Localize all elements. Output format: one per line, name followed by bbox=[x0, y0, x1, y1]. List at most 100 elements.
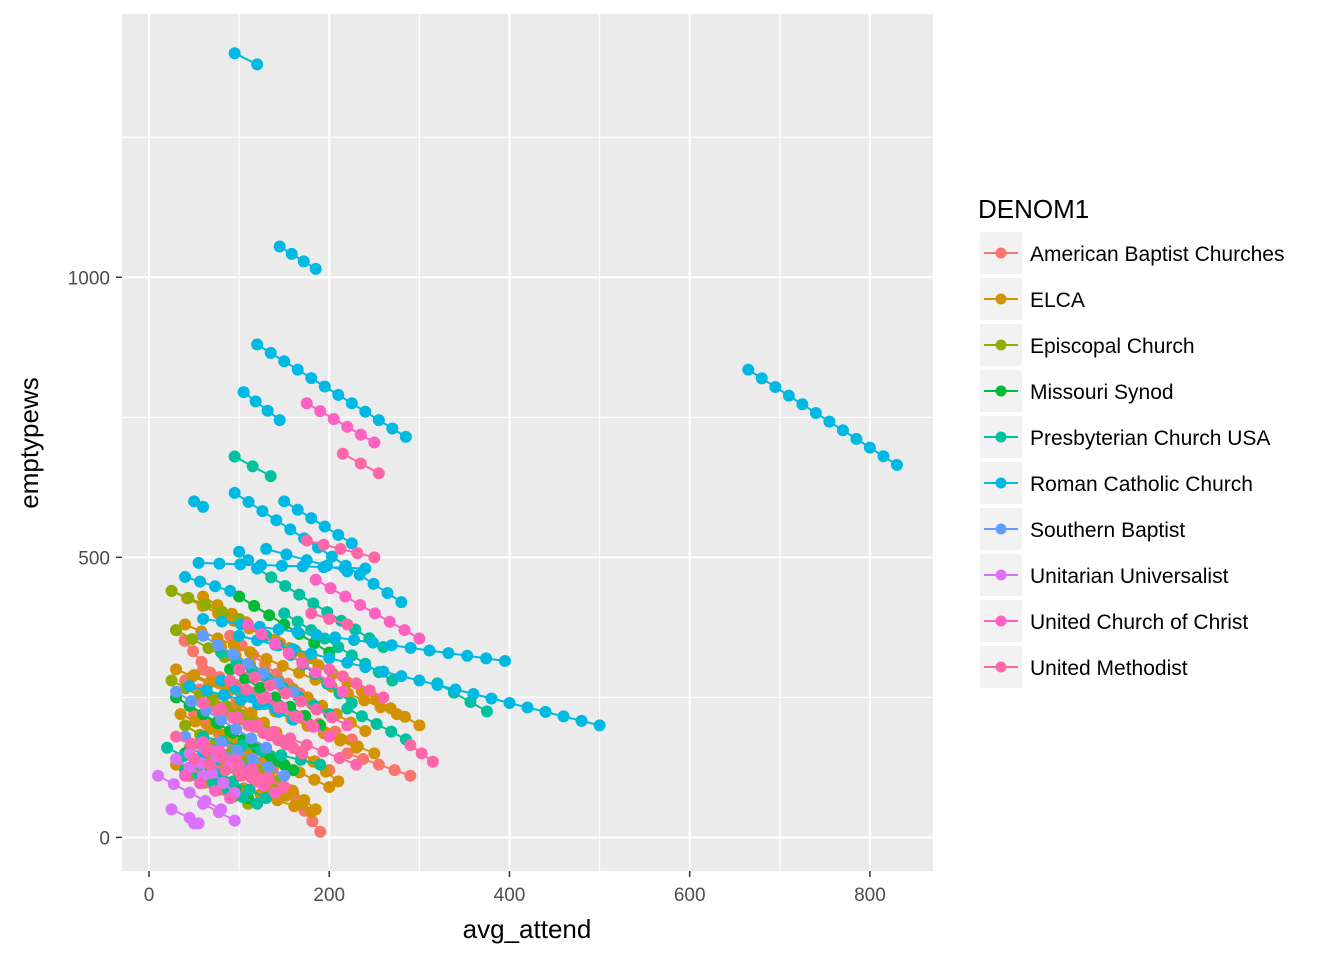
data-point bbox=[332, 775, 345, 788]
data-point bbox=[388, 764, 401, 777]
data-point bbox=[291, 615, 304, 628]
data-point bbox=[260, 741, 273, 754]
data-point bbox=[260, 792, 273, 805]
data-point bbox=[233, 663, 246, 676]
data-point bbox=[368, 436, 381, 449]
data-point bbox=[309, 666, 322, 679]
data-point bbox=[325, 550, 338, 563]
legend-item: Episcopal Church bbox=[980, 324, 1195, 366]
data-point bbox=[269, 786, 282, 799]
data-point bbox=[332, 640, 345, 653]
data-point bbox=[209, 784, 222, 797]
legend-key-point bbox=[995, 431, 1007, 443]
data-point bbox=[323, 676, 336, 689]
data-point bbox=[742, 363, 755, 376]
data-point bbox=[213, 557, 226, 570]
data-point bbox=[278, 355, 291, 368]
data-point bbox=[305, 647, 318, 660]
data-point bbox=[341, 719, 354, 732]
data-point bbox=[245, 732, 258, 745]
data-point bbox=[877, 450, 890, 463]
data-point bbox=[179, 618, 192, 631]
data-point bbox=[240, 683, 253, 696]
data-point bbox=[294, 695, 307, 708]
major-gridlines bbox=[122, 14, 933, 871]
data-point bbox=[325, 711, 338, 724]
data-point bbox=[449, 683, 462, 696]
data-point bbox=[336, 685, 349, 698]
legend-key-point bbox=[995, 615, 1007, 627]
legend-item: Missouri Synod bbox=[980, 370, 1174, 412]
data-point bbox=[390, 708, 403, 721]
data-point bbox=[188, 668, 201, 681]
data-point bbox=[285, 247, 298, 260]
data-point bbox=[242, 657, 255, 670]
data-point bbox=[431, 679, 444, 692]
data-point bbox=[305, 372, 318, 385]
data-point bbox=[593, 719, 606, 732]
data-point bbox=[372, 467, 385, 480]
data-point bbox=[224, 663, 237, 676]
data-point bbox=[278, 769, 291, 782]
data-point bbox=[228, 814, 241, 827]
data-point bbox=[314, 825, 327, 838]
data-point bbox=[233, 590, 246, 603]
series-line bbox=[184, 575, 231, 592]
data-point bbox=[288, 800, 301, 813]
data-point bbox=[377, 665, 390, 678]
data-point bbox=[263, 729, 276, 742]
data-point bbox=[188, 495, 201, 508]
data-point bbox=[272, 701, 285, 714]
y-tick-label: 500 bbox=[78, 548, 110, 569]
data-point bbox=[217, 689, 230, 702]
legend-key-point bbox=[995, 385, 1007, 397]
data-point bbox=[264, 470, 277, 483]
data-point bbox=[280, 548, 293, 561]
data-point bbox=[255, 628, 268, 641]
x-tick-label: 200 bbox=[313, 885, 345, 906]
data-point bbox=[227, 639, 240, 652]
data-point bbox=[345, 696, 358, 709]
data-point bbox=[539, 705, 552, 718]
data-point bbox=[254, 682, 267, 695]
data-point bbox=[249, 395, 262, 408]
data-point bbox=[359, 661, 372, 674]
data-point bbox=[278, 607, 291, 620]
data-point bbox=[272, 623, 285, 636]
data-point bbox=[216, 752, 229, 765]
data-point bbox=[782, 389, 795, 402]
series-line bbox=[279, 245, 317, 270]
data-point bbox=[442, 647, 455, 660]
data-point bbox=[194, 575, 207, 588]
data-point bbox=[282, 647, 295, 660]
data-point bbox=[327, 412, 340, 425]
data-point bbox=[310, 703, 323, 716]
legend-item: ELCA bbox=[980, 278, 1085, 320]
data-point bbox=[215, 736, 228, 749]
series-roman-catholic-church bbox=[179, 47, 903, 777]
data-point bbox=[199, 598, 212, 611]
legend-item: Unitarian Universalist bbox=[980, 554, 1229, 596]
data-point bbox=[309, 803, 322, 816]
x-axis-ticks: 0 200 400 600 800 bbox=[144, 871, 886, 906]
data-point bbox=[383, 615, 396, 628]
data-point bbox=[215, 615, 228, 628]
data-point bbox=[251, 338, 264, 351]
data-point bbox=[188, 752, 201, 765]
data-point bbox=[557, 710, 570, 723]
data-point bbox=[246, 752, 259, 765]
data-point bbox=[260, 653, 273, 666]
data-point bbox=[260, 542, 273, 555]
data-point bbox=[170, 685, 183, 698]
data-point bbox=[165, 803, 178, 816]
data-point bbox=[300, 534, 313, 547]
data-point bbox=[167, 778, 180, 791]
data-point bbox=[209, 580, 222, 593]
data-point bbox=[423, 644, 436, 657]
data-point bbox=[212, 806, 225, 819]
data-point bbox=[216, 605, 229, 618]
data-point bbox=[291, 363, 304, 376]
data-point bbox=[224, 629, 237, 642]
data-point bbox=[179, 570, 192, 583]
data-point bbox=[415, 747, 428, 760]
